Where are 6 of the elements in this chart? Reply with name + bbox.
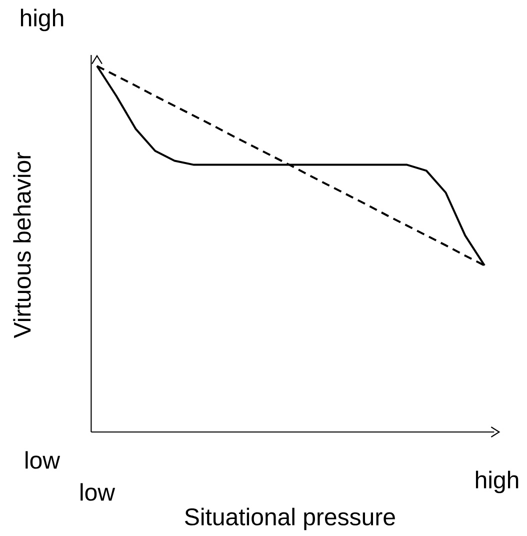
text: high <box>20 8 64 32</box>
text: high <box>476 470 518 494</box>
x-axis-title: Situational pressure <box>185 508 395 530</box>
text: low <box>80 483 116 501</box>
text: low <box>26 451 60 469</box>
y-axis-title: Virtuous behavior <box>13 152 31 338</box>
